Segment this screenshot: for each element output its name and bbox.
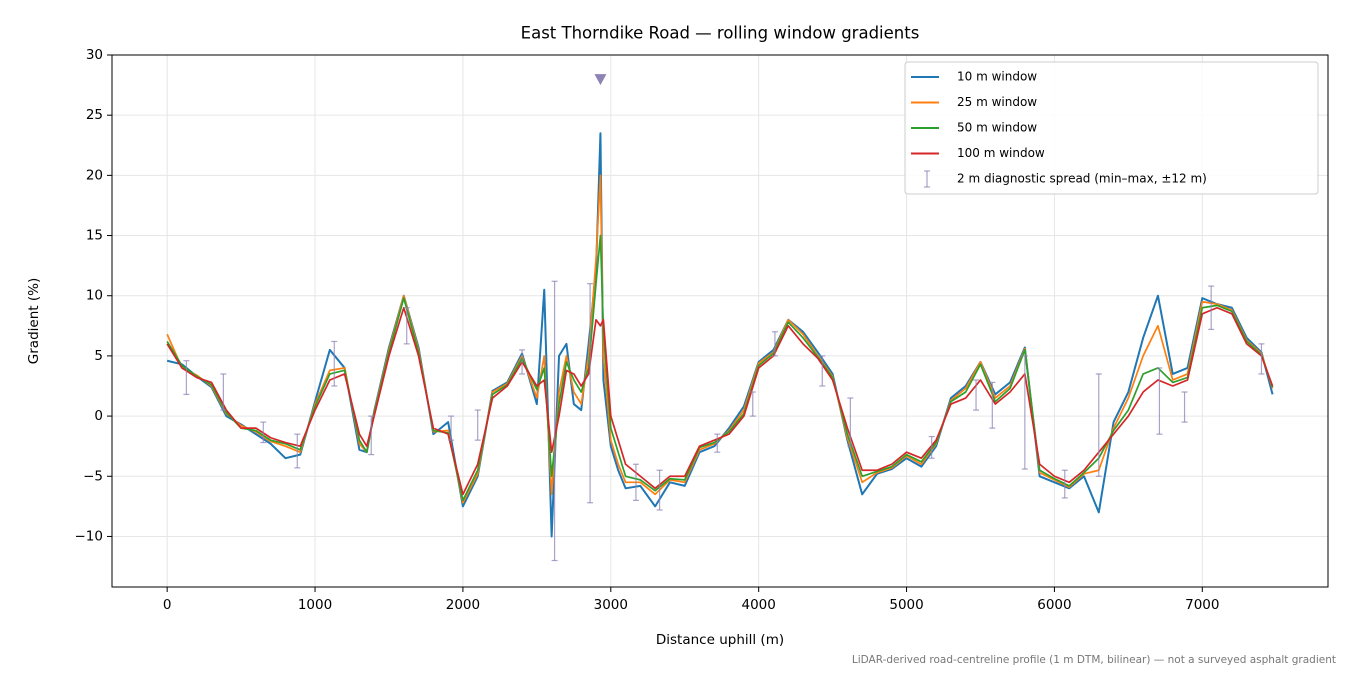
legend-label: 25 m window: [957, 95, 1037, 109]
error-bar: [519, 349, 526, 375]
error-bar: [771, 331, 778, 357]
series-line: [166, 174, 1274, 504]
x-tick-label: 5000: [889, 597, 923, 613]
series-line: [166, 306, 1274, 496]
legend-box: [904, 61, 1319, 195]
error-bar: [656, 469, 663, 511]
legend-swatch: [924, 170, 930, 188]
x-tick-label: 6000: [1037, 597, 1071, 613]
error-bar: [1181, 391, 1188, 423]
error-bar: [368, 415, 375, 456]
y-tick-label: 5: [94, 348, 103, 364]
x-tick-label: 2000: [446, 597, 480, 613]
legend: 10 m window 25 m window 50 m window 100 m w…: [904, 61, 1319, 195]
error-bar: [928, 435, 935, 459]
x-tick-label: 4000: [741, 597, 775, 613]
error-bar: [1095, 373, 1102, 477]
error-bar: [1156, 367, 1163, 435]
error-bar: [448, 415, 455, 441]
error-bar: [474, 409, 481, 441]
chart-title: East Thorndike Road — rolling window gra…: [521, 24, 920, 43]
error-bar: [1258, 343, 1265, 375]
legend-label: 50 m window: [957, 121, 1037, 135]
y-axis-label: Gradient (%): [26, 278, 42, 364]
error-bar: [551, 280, 558, 562]
error-bar: [220, 373, 227, 411]
y-tick-label: 25: [86, 107, 103, 123]
error-bar: [989, 381, 996, 429]
error-bar: [403, 307, 410, 345]
offscale-marker: [594, 74, 607, 86]
y-tick-label: 20: [86, 167, 103, 183]
error-bar: [714, 433, 721, 453]
legend-label: 100 m window: [957, 146, 1045, 160]
x-tick-label: 3000: [594, 597, 628, 613]
error-bar: [331, 340, 338, 387]
error-bar: [587, 283, 594, 504]
error-bar: [1208, 285, 1215, 331]
error-bar: [749, 391, 756, 417]
x-tick-label: 1000: [298, 597, 332, 613]
error-bar: [847, 397, 854, 447]
x-tick-label: 0: [163, 597, 172, 613]
error-bar: [973, 379, 980, 411]
footnote: LiDAR-derived road-centreline profile (1…: [852, 654, 1336, 666]
error-bar: [632, 463, 639, 501]
y-tick-label: −10: [75, 528, 104, 544]
y-tick-label: 10: [86, 288, 103, 304]
error-bar: [819, 355, 826, 387]
plot-area: [166, 132, 1274, 562]
legend-label: 2 m diagnostic spread (min–max, ±12 m): [957, 172, 1207, 186]
error-bar: [1021, 355, 1028, 470]
series-line: [166, 234, 1274, 502]
error-bar: [183, 360, 190, 396]
error-bar: [1061, 469, 1068, 499]
plot-frame: [111, 54, 1329, 588]
y-tick-label: 30: [86, 47, 103, 63]
error-bar: [294, 433, 301, 469]
x-tick-label: 7000: [1185, 597, 1219, 613]
y-tick-label: 15: [86, 228, 103, 244]
x-axis-label: Distance uphill (m): [656, 632, 784, 648]
legend-label: 10 m window: [957, 70, 1037, 84]
error-bar: [260, 421, 267, 444]
y-tick-label: 0: [94, 408, 103, 424]
y-tick-label: −5: [83, 468, 103, 484]
